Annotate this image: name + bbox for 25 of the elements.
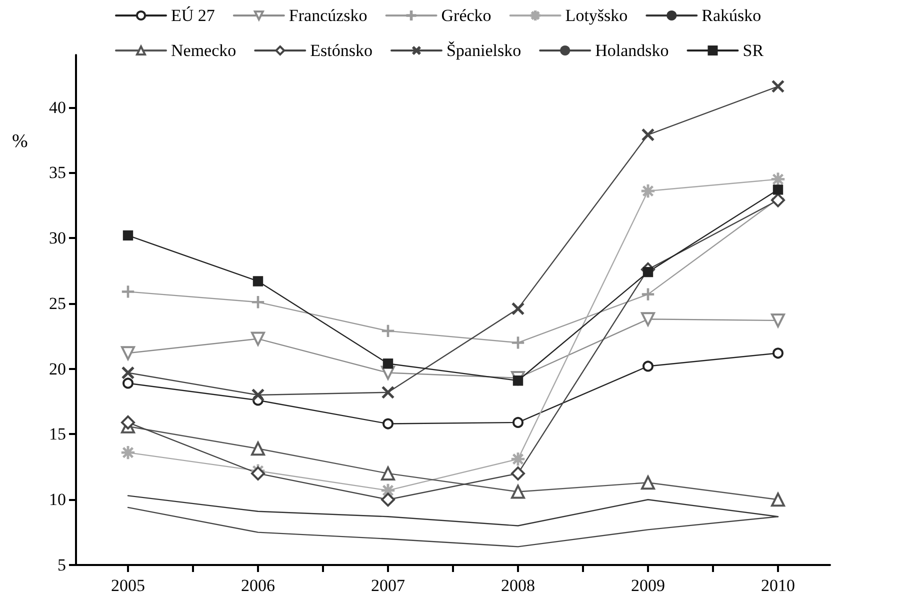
y-tick-label: 15 bbox=[49, 424, 66, 444]
x-tick-label: 2009 bbox=[631, 576, 665, 595]
y-tick-label: 30 bbox=[49, 228, 66, 248]
legend-label: Španielsko bbox=[446, 41, 522, 60]
y-axis-title: % bbox=[12, 131, 28, 152]
y-tick-label: 35 bbox=[49, 163, 66, 182]
x-tick-label: 2008 bbox=[501, 576, 535, 595]
legend-label: Nemecko bbox=[171, 41, 236, 60]
y-tick-label: 5 bbox=[58, 556, 66, 574]
x-tick-label: 2006 bbox=[241, 576, 275, 595]
y-tick-label: 20 bbox=[49, 359, 66, 378]
legend-label: Lotyšsko bbox=[565, 6, 628, 25]
y-tick-label: 40 bbox=[49, 98, 66, 117]
y-tick-label: 25 bbox=[49, 294, 66, 313]
x-tick-label: 2005 bbox=[111, 576, 145, 595]
legend-label: Francúzsko bbox=[288, 6, 368, 25]
legend-label: Holandsko bbox=[595, 41, 669, 60]
legend-label: EÚ 27 bbox=[171, 6, 216, 25]
x-tick-label: 2007 bbox=[371, 576, 406, 595]
legend-label: Grécko bbox=[441, 6, 492, 25]
legend-label: SR bbox=[742, 41, 764, 60]
legend-label: Rakúsko bbox=[702, 6, 762, 25]
legend-label: Estónsko bbox=[310, 41, 372, 60]
y-tick-label: 10 bbox=[49, 490, 66, 510]
x-tick-label: 2010 bbox=[761, 576, 795, 595]
